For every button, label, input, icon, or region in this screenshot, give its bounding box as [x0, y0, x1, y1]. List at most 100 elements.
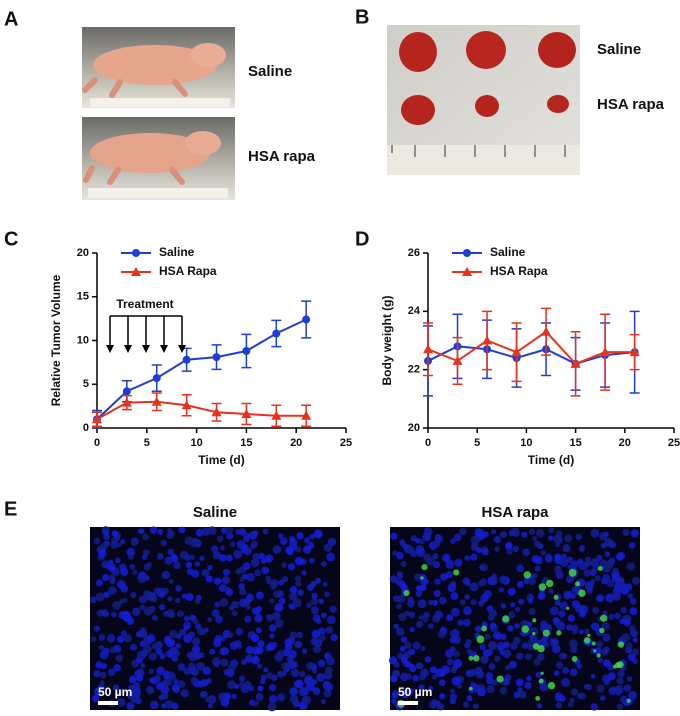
nucleus — [449, 688, 456, 694]
nucleus — [516, 564, 524, 572]
green-signal — [542, 629, 550, 637]
nucleus — [553, 534, 562, 543]
nucleus — [554, 565, 562, 574]
nucleus — [98, 549, 107, 558]
nucleus — [627, 593, 633, 599]
nucleus — [239, 576, 245, 582]
nucleus — [427, 599, 434, 606]
nucleus — [109, 646, 116, 654]
nucleus — [566, 575, 574, 584]
nucleus — [418, 539, 425, 545]
nucleus — [510, 642, 518, 650]
nucleus — [175, 643, 182, 649]
nucleus — [396, 603, 403, 610]
nucleus — [428, 623, 434, 629]
nucleus — [488, 640, 498, 650]
nucleus — [393, 623, 399, 630]
nucleus — [533, 658, 541, 666]
nucleus — [313, 638, 323, 648]
nucleus — [631, 576, 640, 585]
annotation-arrowhead — [142, 345, 150, 353]
x-tick-label: 25 — [340, 437, 352, 449]
nucleus — [590, 528, 600, 538]
nucleus — [214, 637, 221, 645]
nucleus — [184, 536, 194, 546]
nucleus — [453, 533, 462, 542]
nucleus — [231, 693, 237, 700]
nucleus — [281, 562, 288, 568]
nucleus — [453, 650, 460, 658]
nucleus — [325, 626, 334, 634]
nucleus — [172, 685, 180, 694]
nucleus — [181, 593, 187, 599]
nucleus — [513, 636, 521, 645]
nucleus — [167, 596, 173, 602]
nucleus — [278, 597, 286, 605]
nucleus — [220, 658, 229, 667]
nucleus — [562, 544, 571, 553]
x-tick-label: 10 — [520, 437, 532, 449]
nucleus — [320, 699, 326, 705]
nucleus — [268, 598, 275, 604]
nucleus — [168, 630, 178, 639]
nucleus — [162, 670, 172, 680]
green-signal — [496, 675, 504, 683]
nucleus — [438, 679, 446, 687]
nucleus — [590, 673, 596, 680]
legend-label: Saline — [159, 245, 195, 259]
nucleus — [289, 536, 295, 542]
nucleus — [409, 626, 416, 633]
nucleus — [420, 645, 426, 651]
nucleus — [498, 587, 505, 593]
green-signal — [523, 571, 531, 579]
nucleus — [270, 578, 279, 587]
green-signal — [596, 653, 601, 658]
nucleus — [312, 687, 321, 695]
nucleus — [311, 629, 321, 639]
nucleus — [617, 670, 625, 678]
nucleus — [194, 541, 200, 547]
nucleus — [133, 691, 141, 699]
nucleus — [112, 684, 120, 692]
nucleus — [142, 533, 150, 541]
nucleus — [206, 678, 212, 684]
nucleus — [393, 661, 400, 668]
nucleus — [449, 636, 458, 644]
nucleus — [269, 633, 275, 639]
green-signal — [532, 618, 537, 623]
green-signal — [535, 695, 541, 701]
nucleus — [322, 581, 328, 587]
nucleus — [319, 634, 326, 642]
scale-bar-label: 50 µm — [98, 685, 132, 699]
nucleus — [289, 631, 298, 639]
nucleus — [422, 578, 429, 585]
marker — [302, 315, 311, 324]
nucleus — [138, 595, 148, 604]
nucleus — [450, 607, 460, 617]
nucleus — [176, 610, 185, 618]
nucleus — [277, 533, 284, 539]
nucleus — [434, 610, 444, 619]
nucleus — [410, 549, 418, 558]
nucleus — [323, 689, 332, 698]
nucleus — [166, 609, 175, 618]
nucleus — [419, 673, 426, 681]
nucleus — [290, 668, 300, 678]
nucleus — [463, 606, 472, 616]
marker — [242, 347, 251, 355]
nucleus — [146, 591, 153, 598]
nucleus — [183, 615, 190, 622]
nucleus — [589, 568, 597, 576]
fluorescence-image — [90, 526, 340, 712]
nucleus — [508, 529, 516, 537]
nucleus — [602, 610, 608, 616]
nucleus — [533, 540, 541, 548]
nucleus — [161, 703, 167, 709]
nucleus — [601, 622, 610, 631]
nucleus — [311, 679, 318, 685]
marker — [151, 396, 162, 406]
nucleus — [118, 611, 127, 620]
y-tick-label: 15 — [77, 291, 89, 303]
nucleus — [579, 544, 585, 551]
